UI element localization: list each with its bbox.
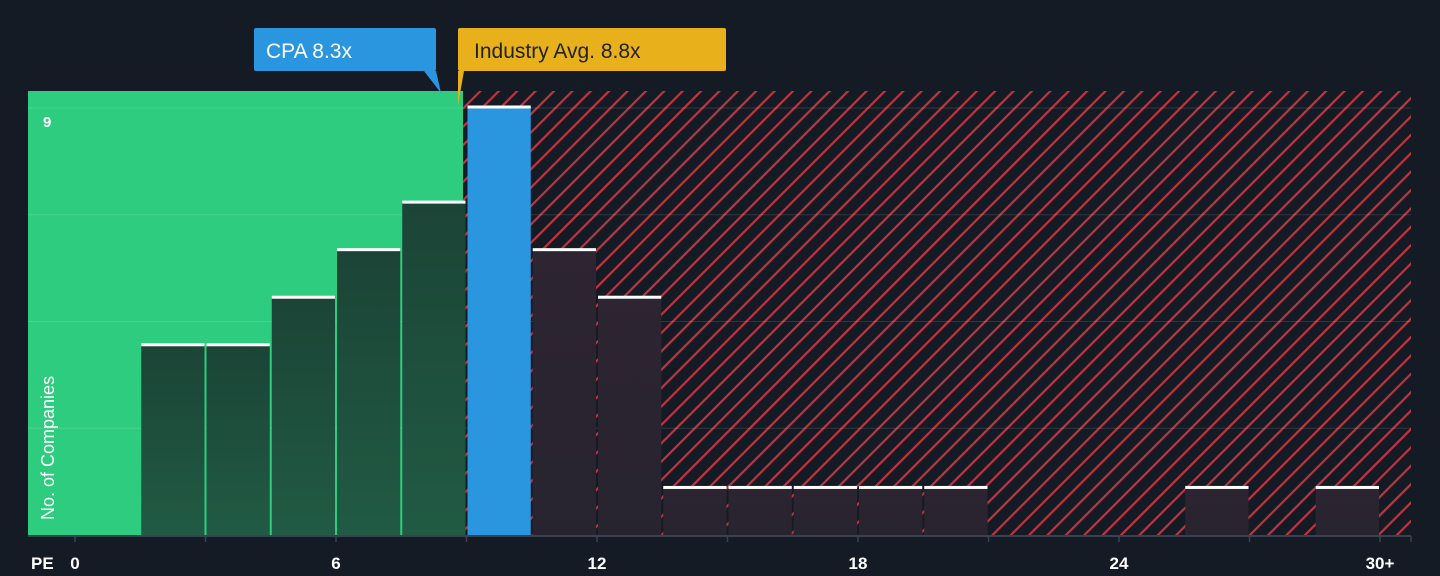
x-tick-label: 12	[588, 554, 607, 571]
histogram-bar	[532, 249, 596, 535]
histogram-bar	[141, 344, 205, 535]
histogram-bar	[663, 487, 727, 535]
company-pe-label: CPA 8.3x	[266, 40, 352, 63]
histogram-bar	[402, 202, 466, 535]
bar-top-cap	[793, 485, 857, 489]
histogram-bar	[859, 487, 923, 535]
bar-top-cap	[467, 105, 531, 109]
bar-top-cap	[141, 343, 205, 347]
x-tick-label: 0	[70, 554, 79, 571]
x-tick-label: 24	[1110, 554, 1129, 571]
y-axis-label: No. of Companies	[38, 376, 58, 520]
bar-top-cap	[598, 295, 662, 299]
industry-callout-pointer	[458, 71, 464, 105]
x-tick-label: 18	[849, 554, 868, 571]
bar-top-cap	[1185, 485, 1249, 489]
histogram-bar	[598, 297, 662, 535]
histogram-bar	[271, 297, 335, 535]
histogram-bar	[924, 487, 988, 535]
bar-top-cap	[1315, 485, 1379, 489]
x-tick-label: 30+	[1366, 554, 1395, 571]
histogram-bar	[337, 249, 401, 535]
y-tick-label: 9	[43, 114, 51, 131]
bar-top-cap	[402, 200, 466, 204]
industry-avg-label: Industry Avg. 8.8x	[474, 40, 641, 63]
histogram-bar	[728, 487, 792, 535]
x-tick-label: 6	[331, 554, 340, 571]
company-callout-pointer	[424, 71, 441, 93]
histogram-bar	[206, 344, 270, 535]
bar-top-cap	[206, 343, 270, 347]
bar-top-cap	[663, 485, 727, 489]
company-callout-box	[254, 28, 436, 71]
bar-top-cap	[859, 485, 923, 489]
bar-top-cap	[728, 485, 792, 489]
bar-top-cap	[271, 295, 335, 299]
industry-callout-box	[458, 28, 726, 71]
bar-top-cap	[337, 248, 401, 252]
histogram-bar	[1185, 487, 1249, 535]
histogram-bar	[793, 487, 857, 535]
histogram-bar	[1315, 487, 1379, 535]
bar-top-cap	[532, 248, 596, 252]
bar-top-cap	[924, 485, 988, 489]
x-axis-label: PE	[31, 554, 54, 571]
company-bar	[467, 107, 531, 535]
